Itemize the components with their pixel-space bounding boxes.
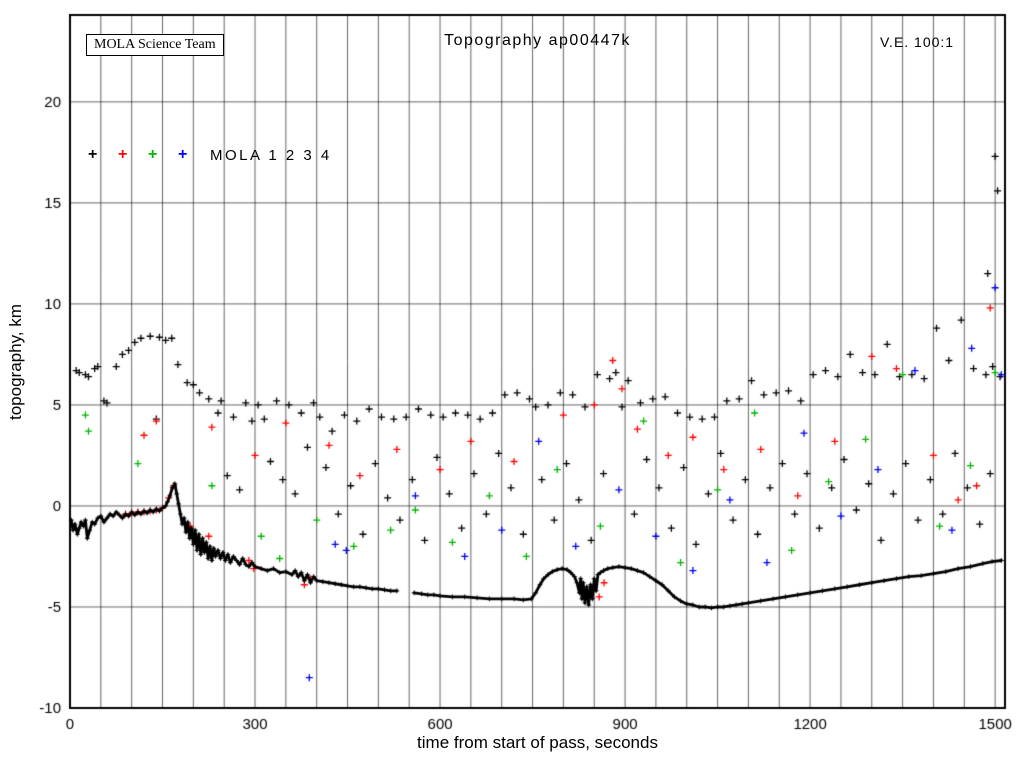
team-credit-label: MOLA Science Team xyxy=(94,37,216,52)
legend-marker-mola-3: + xyxy=(148,146,158,163)
legend-marker-mola-2: + xyxy=(118,146,128,163)
legend: + + + + MOLA 1 2 3 4 xyxy=(88,146,332,164)
chart-title: Topography ap00447k xyxy=(444,32,631,49)
vertical-exaggeration-label: V.E. 100:1 xyxy=(880,34,955,50)
y-axis-label: topography, km xyxy=(6,304,25,420)
legend-marker-mola-1: + xyxy=(88,146,98,163)
x-axis-label: time from start of pass, seconds xyxy=(417,733,658,752)
legend-marker-mola-4: + xyxy=(178,146,188,163)
legend-markers: + + + + xyxy=(88,146,208,164)
team-credit-box: MOLA Science Team xyxy=(86,34,224,56)
legend-label: MOLA 1 2 3 4 xyxy=(210,146,332,164)
